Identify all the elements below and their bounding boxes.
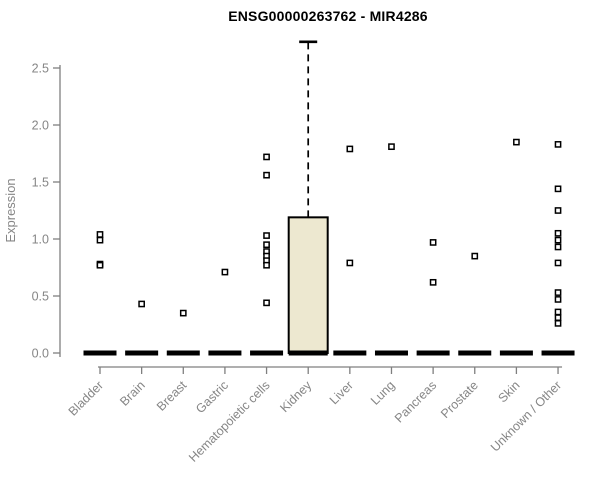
y-tick-label: 2.5 [32, 62, 49, 76]
y-tick-label: 2.0 [32, 119, 49, 133]
outlier-point [554, 229, 562, 237]
median-line [83, 350, 117, 356]
median-line [458, 350, 492, 356]
outlier-point [96, 261, 104, 269]
outlier-point [554, 185, 562, 193]
outlier-point [554, 207, 562, 214]
median-line [416, 350, 450, 356]
y-tick-label: 0.5 [32, 290, 49, 304]
y-tick-label: 1.0 [32, 233, 49, 247]
outlier-point [554, 320, 562, 327]
outlier-point [554, 296, 562, 303]
category-label: Liver [327, 378, 356, 407]
outlier-point [513, 138, 520, 146]
median-line [250, 350, 284, 356]
category-label: Brain [117, 378, 148, 409]
outlier-point [179, 309, 187, 317]
outlier-point [263, 232, 270, 239]
median-line [208, 350, 242, 356]
outlier-point [554, 308, 562, 316]
outlier-point [554, 236, 562, 244]
box-body [287, 216, 329, 354]
category-label: Lung [368, 378, 398, 408]
outlier-point [263, 299, 270, 307]
outlier-point [96, 236, 104, 244]
median-line [333, 350, 367, 356]
outlier-point [388, 143, 395, 151]
y-tick-label: 1.5 [32, 176, 49, 190]
category-label: Unknown / Other [488, 378, 564, 454]
outlier-point [346, 259, 354, 267]
median-line [288, 350, 328, 356]
outlier-point [263, 261, 270, 269]
outlier-point [554, 289, 562, 296]
outlier-point [138, 300, 145, 308]
outlier-point [554, 243, 562, 251]
outlier-point [554, 314, 562, 322]
category-label: Bladder [66, 378, 106, 418]
median-line [499, 350, 533, 356]
outlier-point [346, 145, 354, 153]
outlier-point [429, 239, 437, 246]
median-line [166, 350, 200, 356]
outlier-point [221, 268, 229, 276]
outlier-point [429, 278, 437, 286]
category-label: Hematopoietic cells [186, 378, 273, 465]
outlier-point [263, 171, 270, 179]
chart-title: ENSG00000263762 - MIR4286 [228, 8, 428, 24]
outlier-point [263, 153, 270, 161]
category-label: Skin [495, 378, 522, 405]
outlier-point [471, 252, 479, 260]
category-label: Kidney [277, 378, 314, 415]
category-label: Prostate [438, 378, 481, 421]
outlier-point [263, 241, 270, 249]
category-label: Pancreas [392, 378, 439, 425]
y-tick-label: 0.0 [32, 347, 49, 361]
outlier-point [96, 231, 104, 238]
median-line [541, 350, 575, 356]
y-axis-title: Expression [3, 178, 18, 242]
category-label: Gastric [193, 378, 231, 416]
category-label: Breast [154, 378, 190, 414]
median-line [374, 350, 408, 356]
median-line [125, 350, 159, 356]
outlier-point [554, 259, 562, 267]
outlier-point [554, 141, 562, 148]
